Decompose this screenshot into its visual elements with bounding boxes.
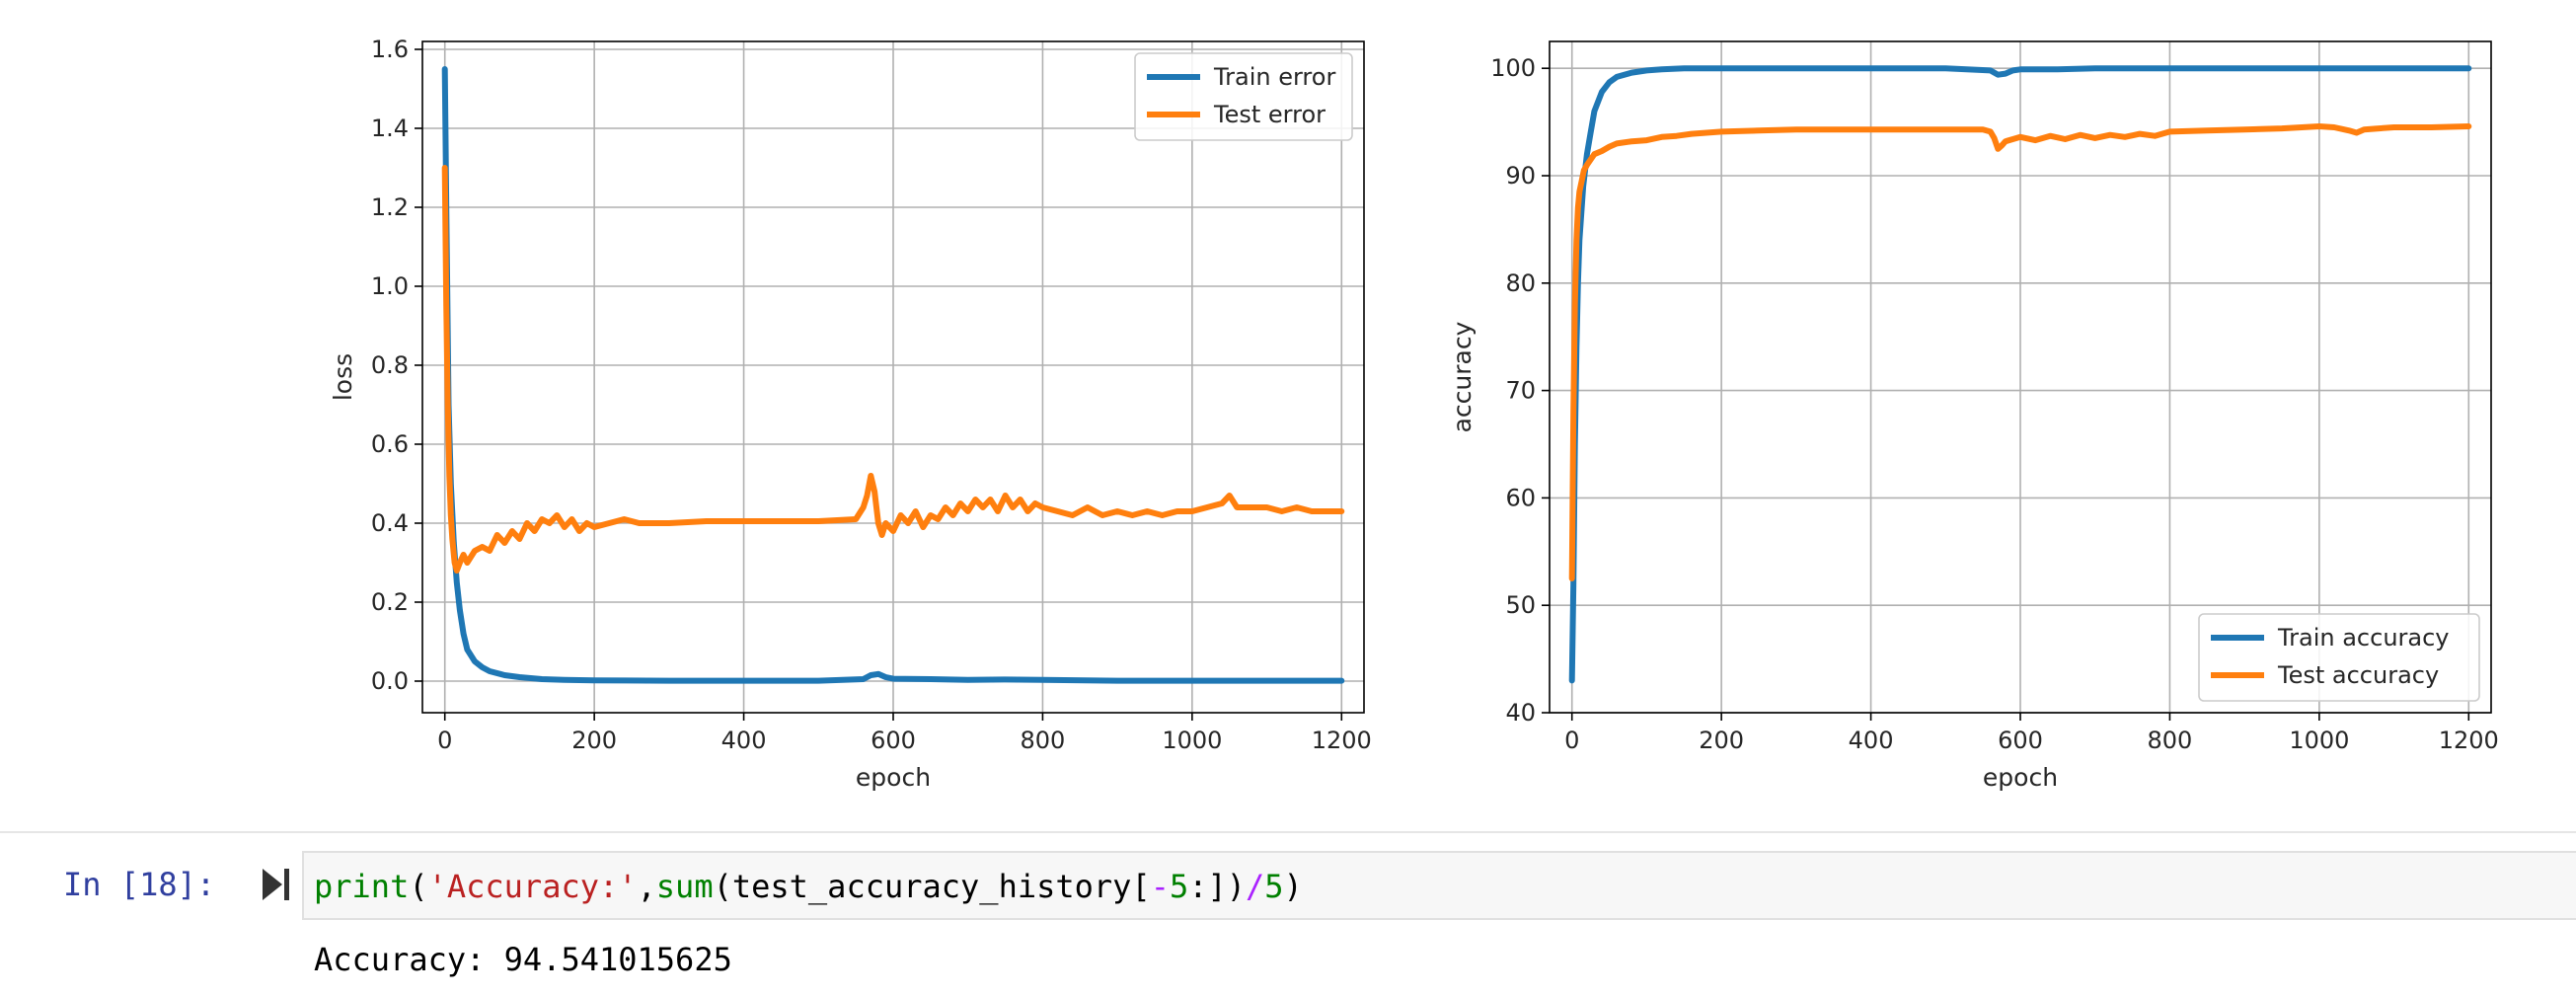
x-tick-label: 1200 xyxy=(1312,727,1372,754)
code-token-args-close: :]) xyxy=(1188,868,1247,905)
x-tick-label: 200 xyxy=(571,727,617,754)
y-axis-label: loss xyxy=(329,353,357,401)
accuracy-chart: 0 200 400 600 800 1000 1200 40 50 60 70 80 90 100 epoc… xyxy=(1448,40,2499,792)
code-token-div: / xyxy=(1246,868,1265,905)
series-line xyxy=(1568,65,2472,684)
code-token-paren: ( xyxy=(409,868,428,905)
x-tick-label: 600 xyxy=(1998,727,2043,754)
code-token-args: (test_accuracy_history[ xyxy=(713,868,1151,905)
legend-label: Test accuracy xyxy=(2277,661,2439,689)
code-token-string: 'Accuracy:' xyxy=(427,868,638,905)
y-tick-label: 1.2 xyxy=(371,193,409,221)
x-tick-label: 200 xyxy=(1699,727,1744,754)
legend-box xyxy=(2198,613,2480,702)
y-tick-label: 0.2 xyxy=(371,588,409,616)
y-tick-label: 90 xyxy=(1505,162,1536,190)
code-token-number: 5 xyxy=(1169,868,1189,905)
y-axis-label: accuracy xyxy=(1448,321,1477,432)
code-token-print: print xyxy=(314,868,410,905)
x-tick-label: 800 xyxy=(1021,727,1066,754)
code-token-number: 5 xyxy=(1264,868,1284,905)
y-tick-label: 70 xyxy=(1505,377,1536,405)
series-line xyxy=(441,66,1345,684)
y-tick-label: 0.8 xyxy=(371,351,409,379)
cell-output-text: Accuracy: 94.541015625 xyxy=(314,941,732,978)
x-tick-label: 1000 xyxy=(1162,727,1222,754)
y-tick-label: 1.4 xyxy=(371,115,409,142)
x-tick-label: 400 xyxy=(1849,727,1894,754)
y-tick-label: 0.0 xyxy=(371,667,409,695)
code-token-sum: sum xyxy=(655,868,714,905)
y-tick-label: 60 xyxy=(1505,484,1536,511)
legend-label: Train error xyxy=(1213,63,1335,91)
y-tick-label: 0.6 xyxy=(371,430,409,458)
cell-output-plots: 0 200 400 600 800 1000 1200 0.0 0.2 0.4 0.6 0.8 1.0 1… xyxy=(329,36,2499,792)
x-tick-label: 600 xyxy=(871,727,916,754)
legend-label: Train accuracy xyxy=(2277,624,2450,652)
legend-label: Test error xyxy=(1213,101,1326,128)
x-tick-label: 0 xyxy=(437,727,452,754)
x-axis-label: epoch xyxy=(1983,763,2058,792)
y-tick-label: 1.0 xyxy=(371,272,409,300)
code-token-minus: - xyxy=(1150,868,1170,905)
code-token-comma: , xyxy=(637,868,656,905)
x-axis-label: epoch xyxy=(856,763,931,792)
training-curves-figure: 0 200 400 600 800 1000 12000.00.20.40.60.81.01… xyxy=(329,36,2499,792)
x-tick-label: 400 xyxy=(721,727,767,754)
x-tick-label: 0 xyxy=(1564,727,1579,754)
code-line: print('Accuracy:',sum(test_accuracy_hist… xyxy=(314,865,1303,908)
code-token-paren: ) xyxy=(1283,868,1303,905)
input-prompt: In [18]: xyxy=(63,866,216,903)
y-tick-label: 0.4 xyxy=(371,509,409,537)
series-line xyxy=(1568,123,2472,581)
y-tick-label: 40 xyxy=(1505,699,1536,727)
y-tick-label: 100 xyxy=(1490,54,1536,82)
y-tick-label: 80 xyxy=(1505,269,1536,297)
series-line xyxy=(441,165,1345,574)
run-cell-icon[interactable] xyxy=(261,867,292,902)
x-tick-label: 1200 xyxy=(2439,727,2499,754)
code-input[interactable]: print('Accuracy:',sum(test_accuracy_hist… xyxy=(302,851,2576,920)
x-tick-label: 1000 xyxy=(2289,727,2349,754)
cell-divider xyxy=(0,831,2576,833)
x-tick-label: 800 xyxy=(2148,727,2193,754)
loss-chart: 0 200 400 600 800 1000 1200 0.0 0.2 0.4 0.6 0.8 1.0 1… xyxy=(329,36,1372,792)
y-tick-label: 50 xyxy=(1505,591,1536,619)
y-tick-label: 1.6 xyxy=(371,36,409,63)
